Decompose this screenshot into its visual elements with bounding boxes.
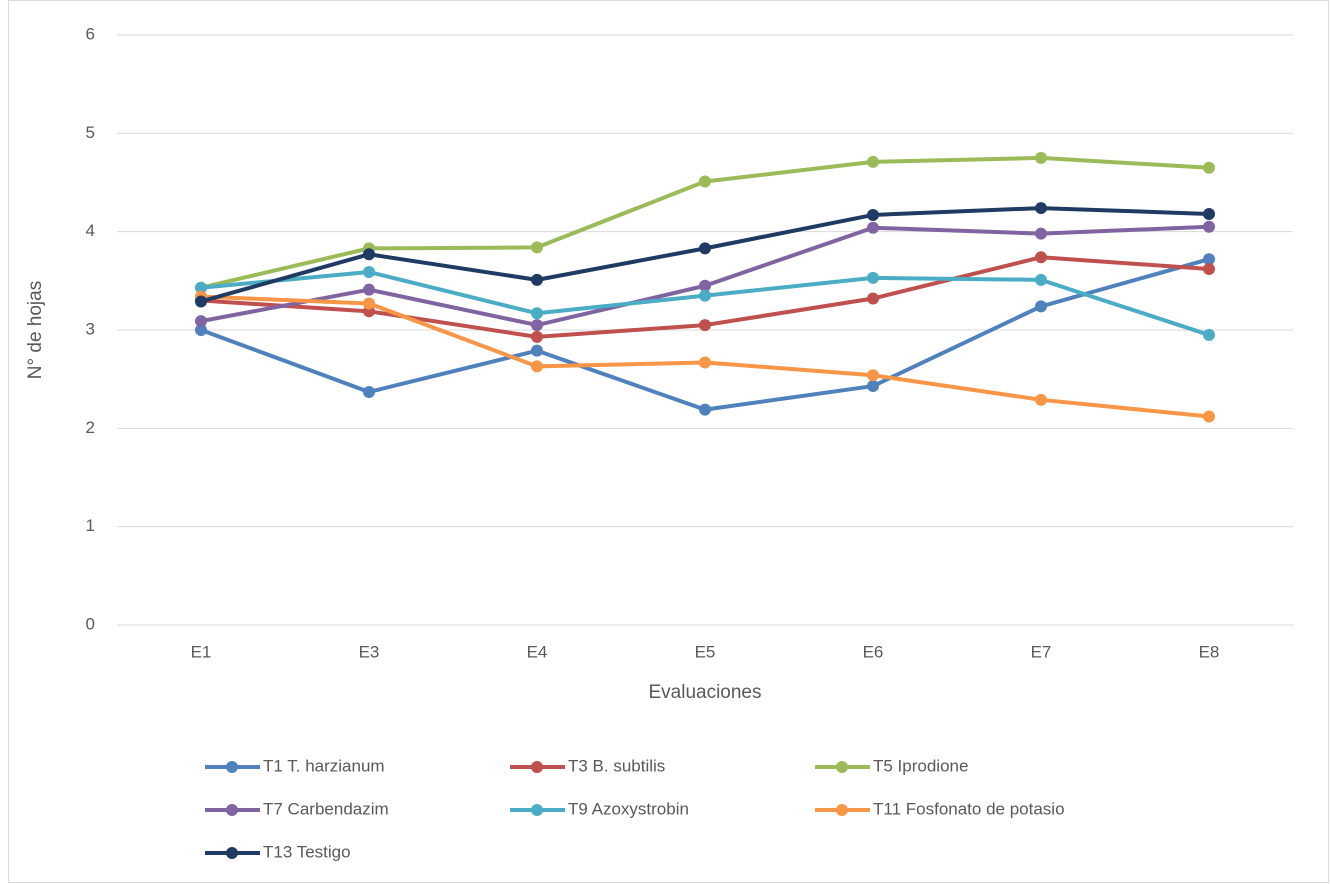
x-tick-label: E1 (191, 642, 212, 661)
data-point (867, 155, 879, 168)
data-point (195, 295, 207, 308)
legend-marker (836, 804, 848, 816)
data-point (363, 283, 375, 296)
x-axis-title: Evaluaciones (648, 682, 761, 703)
data-point (1203, 220, 1215, 233)
data-point (363, 248, 375, 261)
data-point (1203, 207, 1215, 220)
data-point (195, 315, 207, 328)
y-tick-label: 6 (86, 24, 95, 43)
data-point (867, 380, 879, 393)
data-point (195, 281, 207, 294)
legend-label: T3 B. subtilis (568, 756, 665, 775)
data-point (699, 279, 711, 292)
data-point (867, 271, 879, 284)
data-point (1035, 151, 1047, 164)
legend-label: T7 Carbendazim (263, 799, 389, 818)
legend-marker (531, 761, 543, 773)
legend-label: T1 T. harzianum (263, 756, 385, 775)
data-point (363, 265, 375, 278)
data-point (195, 324, 207, 336)
legend-label: T13 Testigo (263, 842, 351, 861)
data-point (1035, 393, 1047, 406)
data-point (1035, 273, 1047, 286)
data-point (699, 175, 711, 188)
data-point (363, 385, 375, 398)
data-point (531, 241, 543, 254)
x-tick-label: E7 (1031, 642, 1052, 661)
y-axis-title: N° de hojas (25, 281, 46, 379)
data-point (867, 221, 879, 234)
data-point (1035, 227, 1047, 240)
data-point (699, 403, 711, 416)
data-point (1203, 263, 1215, 276)
data-point (1035, 300, 1047, 313)
data-point (699, 289, 711, 302)
data-point (531, 273, 543, 286)
legend-marker (531, 804, 543, 816)
data-point (699, 319, 711, 332)
legend-marker (226, 761, 238, 773)
data-point (1035, 251, 1047, 264)
data-point (531, 307, 543, 320)
legend-marker (226, 804, 238, 816)
x-tick-label: E8 (1199, 642, 1220, 661)
data-point (531, 360, 543, 373)
data-point (363, 297, 375, 310)
data-point (531, 330, 543, 343)
data-point (1203, 253, 1215, 266)
legend-marker (836, 761, 848, 773)
y-tick-label: 3 (86, 319, 95, 338)
x-tick-label: E5 (695, 642, 716, 661)
y-tick-label: 5 (86, 123, 95, 142)
x-tick-label: E4 (527, 642, 548, 661)
y-tick-label: 1 (86, 516, 95, 535)
legend-label: T11 Fosfonato de potasio (873, 799, 1065, 818)
chart-frame (8, 0, 1329, 883)
data-point (1203, 161, 1215, 174)
data-point (867, 292, 879, 305)
y-tick-label: 2 (86, 418, 95, 437)
legend-label: T5 Iprodione (873, 756, 968, 775)
legend-marker (226, 847, 238, 859)
data-point (867, 208, 879, 221)
data-point (699, 242, 711, 255)
legend-label: T9 Azoxystrobin (568, 799, 689, 818)
y-tick-label: 4 (86, 221, 95, 240)
data-point (699, 356, 711, 369)
x-tick-label: E6 (863, 642, 884, 661)
data-point (1203, 328, 1215, 341)
y-tick-label: 0 (86, 614, 95, 633)
data-point (531, 319, 543, 332)
x-tick-label: E3 (359, 642, 380, 661)
data-point (531, 344, 543, 357)
data-point (867, 369, 879, 382)
data-point (1203, 410, 1215, 423)
data-point (1035, 202, 1047, 215)
